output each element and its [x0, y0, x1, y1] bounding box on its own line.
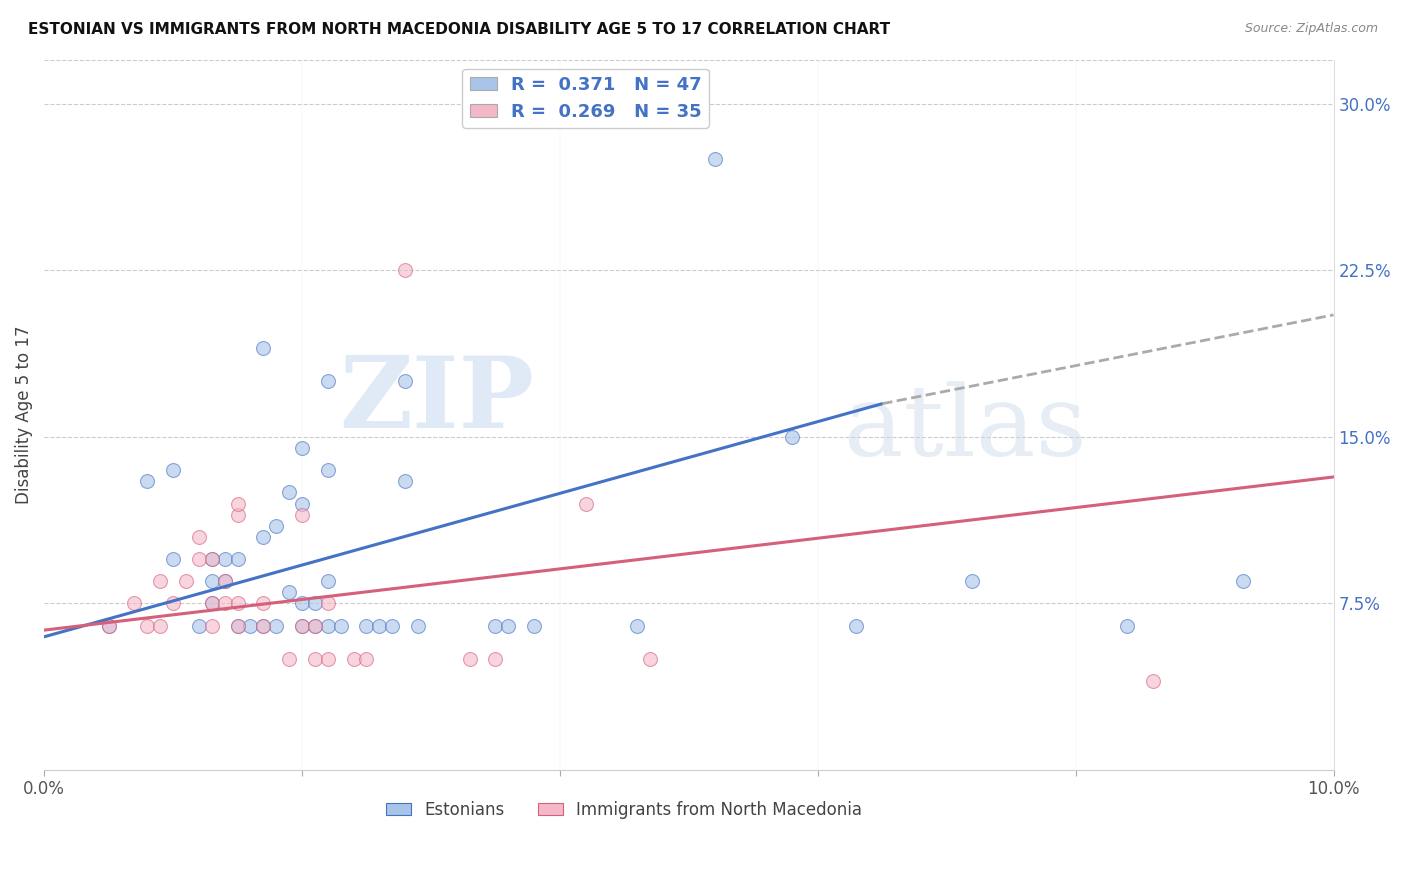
Point: [201, 574, 224, 589]
Text: ESTONIAN VS IMMIGRANTS FROM NORTH MACEDONIA DISABILITY AGE 5 TO 17 CORRELATION C: ESTONIAN VS IMMIGRANTS FROM NORTH MACEDO…: [28, 22, 890, 37]
Point: [264, 618, 287, 632]
Point: [316, 652, 339, 666]
Point: [638, 652, 661, 666]
Point: [201, 597, 224, 611]
Point: [1232, 574, 1254, 589]
Point: [381, 618, 404, 632]
Point: [252, 618, 274, 632]
Point: [304, 618, 326, 632]
Point: [498, 618, 520, 632]
Point: [214, 552, 236, 566]
Point: [149, 618, 172, 632]
Point: [97, 618, 120, 632]
Point: [703, 153, 725, 167]
Point: [316, 574, 339, 589]
Point: [962, 574, 984, 589]
Point: [252, 597, 274, 611]
Point: [626, 618, 648, 632]
Point: [291, 597, 314, 611]
Point: [394, 263, 416, 277]
Point: [278, 652, 301, 666]
Point: [252, 341, 274, 355]
Point: [278, 585, 301, 599]
Point: [458, 652, 481, 666]
Point: [845, 618, 868, 632]
Point: [291, 618, 314, 632]
Point: [201, 552, 224, 566]
Point: [252, 530, 274, 544]
Point: [356, 652, 378, 666]
Point: [1142, 674, 1164, 689]
Point: [214, 574, 236, 589]
Point: [187, 618, 209, 632]
Text: ZIP: ZIP: [339, 352, 534, 449]
Point: [226, 552, 249, 566]
Point: [226, 618, 249, 632]
Point: [1116, 618, 1139, 632]
Point: [316, 463, 339, 477]
Point: [187, 530, 209, 544]
Text: Source: ZipAtlas.com: Source: ZipAtlas.com: [1244, 22, 1378, 36]
Point: [368, 618, 391, 632]
Legend: Estonians, Immigrants from North Macedonia: Estonians, Immigrants from North Macedon…: [380, 794, 869, 826]
Point: [187, 552, 209, 566]
Point: [394, 475, 416, 489]
Point: [214, 597, 236, 611]
Y-axis label: Disability Age 5 to 17: Disability Age 5 to 17: [15, 326, 32, 504]
Point: [316, 618, 339, 632]
Point: [406, 618, 429, 632]
Point: [136, 475, 159, 489]
Point: [174, 574, 197, 589]
Point: [252, 618, 274, 632]
Point: [226, 597, 249, 611]
Point: [214, 574, 236, 589]
Point: [124, 597, 146, 611]
Point: [780, 430, 803, 444]
Point: [523, 618, 546, 632]
Point: [356, 618, 378, 632]
Point: [162, 463, 184, 477]
Point: [291, 441, 314, 455]
Point: [342, 652, 364, 666]
Point: [484, 652, 506, 666]
Point: [162, 552, 184, 566]
Point: [484, 618, 506, 632]
Point: [201, 552, 224, 566]
Point: [316, 597, 339, 611]
Point: [316, 375, 339, 389]
Point: [304, 618, 326, 632]
Point: [304, 652, 326, 666]
Point: [201, 618, 224, 632]
Point: [291, 508, 314, 522]
Point: [226, 497, 249, 511]
Point: [149, 574, 172, 589]
Point: [226, 508, 249, 522]
Point: [264, 518, 287, 533]
Point: [575, 497, 598, 511]
Point: [136, 618, 159, 632]
Point: [291, 618, 314, 632]
Point: [304, 597, 326, 611]
Point: [291, 497, 314, 511]
Point: [201, 597, 224, 611]
Text: atlas: atlas: [844, 381, 1087, 477]
Point: [162, 597, 184, 611]
Point: [394, 375, 416, 389]
Point: [239, 618, 262, 632]
Point: [226, 618, 249, 632]
Point: [97, 618, 120, 632]
Point: [329, 618, 352, 632]
Point: [278, 485, 301, 500]
